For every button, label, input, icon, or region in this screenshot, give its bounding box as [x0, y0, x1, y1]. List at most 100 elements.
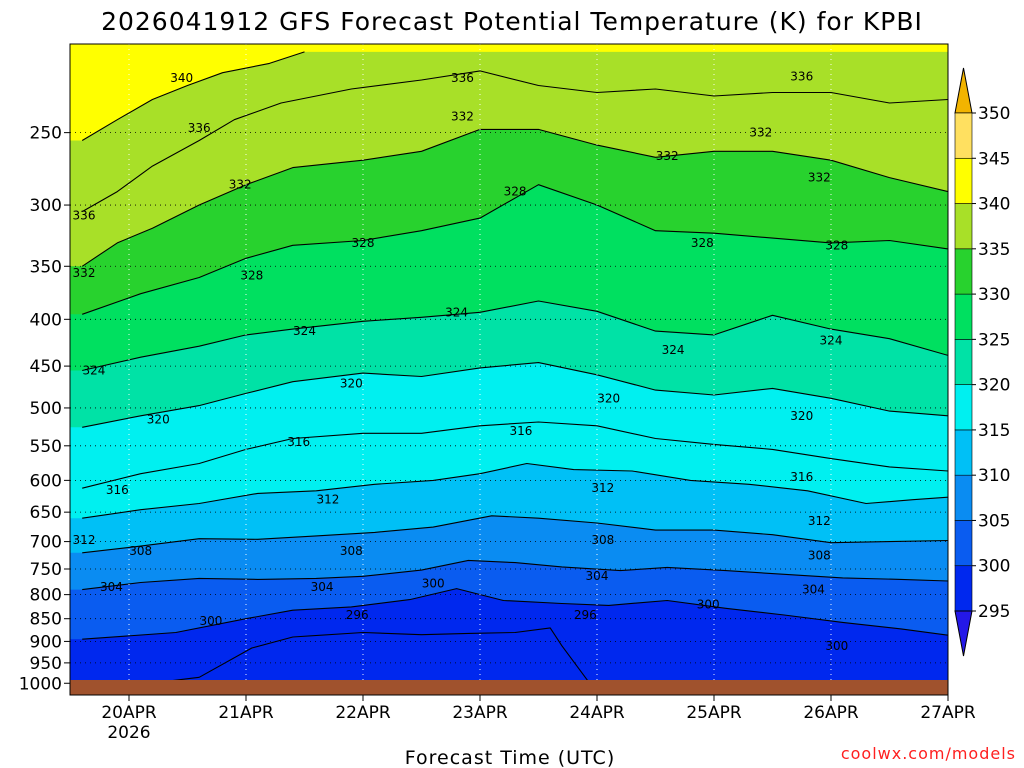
- contour-label: 300: [697, 597, 720, 611]
- y-tick-label: 250: [30, 124, 62, 144]
- contour-label: 328: [240, 268, 263, 282]
- contour-label: 324: [662, 343, 685, 357]
- chart-title: 2026041912 GFS Forecast Potential Temper…: [101, 7, 923, 36]
- contour-label: 328: [825, 238, 848, 252]
- colorbar-tick-label: 305: [978, 511, 1010, 531]
- colorbar-tick-label: 345: [978, 149, 1010, 169]
- y-tick-label: 500: [30, 399, 62, 419]
- colorbar-arrow-top: [954, 67, 973, 114]
- contour-label: 336: [188, 121, 211, 135]
- contour-line-308: [82, 515, 948, 554]
- colorbar-segment: [954, 203, 973, 250]
- contour-label: 308: [340, 544, 363, 558]
- y-axis: 2503003504004505005506006507007508008509…: [19, 124, 70, 694]
- contour-lines: [81, 51, 948, 686]
- y-tick-label: 350: [30, 257, 62, 277]
- colorbar-tick-label: 295: [978, 602, 1010, 622]
- contour-label: 324: [293, 324, 316, 338]
- plot-frame: [69, 43, 949, 696]
- x-axis-label: Forecast Time (UTC): [405, 747, 615, 768]
- contour-label: 316: [106, 483, 129, 497]
- contour-label: 312: [73, 533, 96, 547]
- colorbar-tick-label: 350: [978, 104, 1010, 124]
- contour-line-312: [82, 462, 948, 519]
- contour-label: 332: [451, 109, 474, 123]
- credit-text[interactable]: coolwx.com/models: [841, 744, 1016, 763]
- x-tick-label: 25APR: [686, 703, 742, 723]
- colorbar-tick-label: 325: [978, 330, 1010, 350]
- colorbar-segment: [954, 339, 973, 385]
- colorbar-tick-label: 335: [978, 240, 1010, 260]
- contour-label: 320: [790, 409, 813, 423]
- contour-label: 332: [229, 178, 252, 192]
- y-tick-label: 850: [30, 610, 62, 630]
- contour-label: 308: [808, 549, 831, 563]
- contour-line-328: [82, 184, 948, 315]
- contour-label: 328: [504, 185, 527, 199]
- x-tick-label: 22APR: [335, 703, 391, 723]
- contour-label: 332: [656, 149, 679, 163]
- y-tick-label: 400: [30, 310, 62, 330]
- colorbar-segment: [954, 474, 973, 521]
- x-tick-label: 26APR: [803, 703, 859, 723]
- colorbar-segment: [954, 520, 973, 567]
- colorbar-segment: [954, 248, 973, 295]
- y-tick-label: 950: [30, 654, 62, 674]
- x-tick-label: 21APR: [218, 703, 274, 723]
- contour-label: 308: [129, 544, 152, 558]
- y-tick-label: 1000: [19, 674, 62, 694]
- contour-label: 324: [820, 334, 843, 348]
- y-tick-label: 600: [30, 471, 62, 491]
- colorbar-segment: [954, 429, 973, 476]
- y-tick-label: 750: [30, 560, 62, 580]
- colorbar-tick-label: 300: [978, 557, 1010, 577]
- y-tick-label: 900: [30, 632, 62, 652]
- contour-label: 336: [451, 71, 474, 85]
- colorbar-segment: [954, 293, 973, 340]
- x-tick-label: 24APR: [569, 703, 625, 723]
- contour-label: 336: [790, 69, 813, 83]
- contour-label: 324: [82, 363, 105, 377]
- contour-label: 320: [147, 413, 170, 427]
- contour-label: 320: [597, 391, 620, 405]
- contour-label: 308: [591, 533, 614, 547]
- contour-line-324: [82, 300, 948, 372]
- terrain-ground-bar: [70, 680, 948, 695]
- contour-line-296: [134, 627, 592, 686]
- colorbar-tick-label: 315: [978, 421, 1010, 441]
- contour-labels: 340 336 336 336 336 332 332 332 332 332 332 328 328 3…: [73, 69, 849, 652]
- contour-label: 316: [790, 470, 813, 484]
- contour-label: 304: [586, 569, 609, 583]
- contour-line-304: [82, 559, 948, 591]
- contour-line-300: [82, 588, 948, 640]
- colorbar: 295 300 305 310 315 320 325 330 335 340 345 350: [954, 67, 1010, 657]
- colorbar-tick-label: 310: [978, 466, 1010, 486]
- gridlines: [70, 44, 948, 695]
- contour-label: 316: [287, 435, 310, 449]
- contour-label: 300: [422, 577, 445, 591]
- contour-label: 304: [100, 580, 123, 594]
- colorbar-segment: [954, 157, 973, 204]
- contour-line-340: [81, 51, 305, 141]
- contour-label: 296: [346, 608, 369, 622]
- colorbar-segment: [954, 112, 973, 159]
- contour-label: 332: [73, 266, 96, 280]
- y-tick-label: 650: [30, 503, 62, 523]
- field-band-296: [134, 627, 592, 695]
- contour-label: 332: [749, 126, 772, 140]
- colorbar-tick-label: 340: [978, 195, 1010, 215]
- y-tick-label: 700: [30, 533, 62, 553]
- plot-area: 340 336 336 336 336 332 332 332 332 332 332 328 328 3…: [70, 44, 948, 695]
- contour-label: 304: [802, 583, 825, 597]
- contour-label: 328: [691, 236, 714, 250]
- contour-label: 300: [199, 614, 222, 628]
- potential-temperature-field: [70, 44, 948, 695]
- x-tick-label: 20APR: [101, 703, 157, 723]
- contour-line-336: [81, 70, 948, 213]
- colorbar-arrow-bottom: [954, 610, 973, 657]
- x-tick-sublabel: 2026: [107, 723, 150, 743]
- contour-label: 312: [808, 514, 831, 528]
- contour-label: 312: [316, 493, 339, 507]
